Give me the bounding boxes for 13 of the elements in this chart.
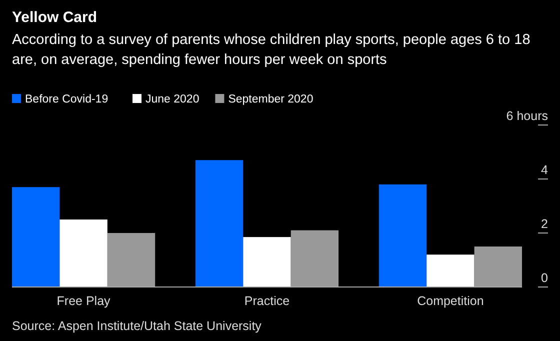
y-tick-label: 0 xyxy=(541,271,548,285)
x-tick-label: Competition xyxy=(417,294,484,308)
y-tick-label: 2 xyxy=(541,217,548,231)
y-tick-label: 4 xyxy=(541,163,548,177)
x-tick-label: Free Play xyxy=(56,294,112,308)
legend-label: September 2020 xyxy=(228,94,314,106)
chart-title: Yellow Card xyxy=(12,9,98,26)
y-tick-label: 6 hours xyxy=(506,109,548,123)
chart-subtitle: According to a survey of parents whose children play sports, people ages 6 to 18 are, on average, spending fewer hours per week on sports xyxy=(12,32,530,68)
legend-label: June 2020 xyxy=(146,94,200,106)
source-note: Source: Aspen Institute/Utah State University xyxy=(12,319,262,333)
x-tick-label: Practice xyxy=(244,294,290,308)
legend-label: Before Covid-19 xyxy=(25,94,108,106)
